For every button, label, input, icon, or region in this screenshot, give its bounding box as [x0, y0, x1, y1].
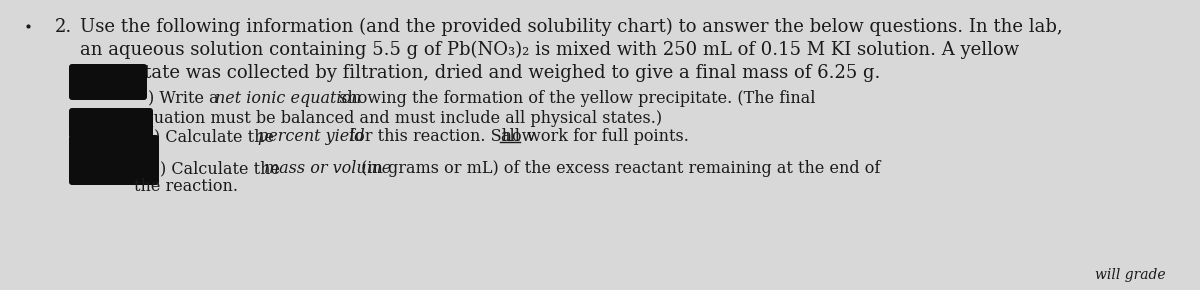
Text: ) Calculate the: ) Calculate the: [154, 128, 280, 145]
Text: (in grams or mL) of the excess reactant remaining at the end of: (in grams or mL) of the excess reactant …: [356, 160, 881, 177]
Text: precipitate was collected by filtration, dried and weighed to give a final mass : precipitate was collected by filtration,…: [80, 64, 881, 82]
Text: for this reaction. Show: for this reaction. Show: [344, 128, 540, 145]
FancyBboxPatch shape: [70, 64, 148, 100]
Text: ) Write a: ) Write a: [148, 90, 223, 107]
Text: net ionic equation: net ionic equation: [215, 90, 361, 107]
Text: percent yield: percent yield: [258, 128, 365, 145]
Text: the reaction.: the reaction.: [134, 178, 238, 195]
Text: ) Calculate the: ) Calculate the: [160, 160, 286, 177]
Text: 2.: 2.: [55, 18, 72, 36]
Text: showing the formation of the yellow precipitate. (The final: showing the formation of the yellow prec…: [334, 90, 816, 107]
Text: Use the following information (and the provided solubility chart) to answer the : Use the following information (and the p…: [80, 18, 1063, 36]
Text: mass or volume: mass or volume: [264, 160, 391, 177]
Text: all: all: [500, 128, 520, 145]
Text: will grade: will grade: [1096, 268, 1165, 282]
Text: equation must be balanced and must include all physical states.): equation must be balanced and must inclu…: [134, 110, 662, 127]
FancyBboxPatch shape: [70, 135, 158, 185]
Text: work for full points.: work for full points.: [522, 128, 689, 145]
Text: an aqueous solution containing 5.5 g of Pb(NO₃)₂ is mixed with 250 mL of 0.15 M : an aqueous solution containing 5.5 g of …: [80, 41, 1019, 59]
FancyBboxPatch shape: [70, 108, 154, 138]
